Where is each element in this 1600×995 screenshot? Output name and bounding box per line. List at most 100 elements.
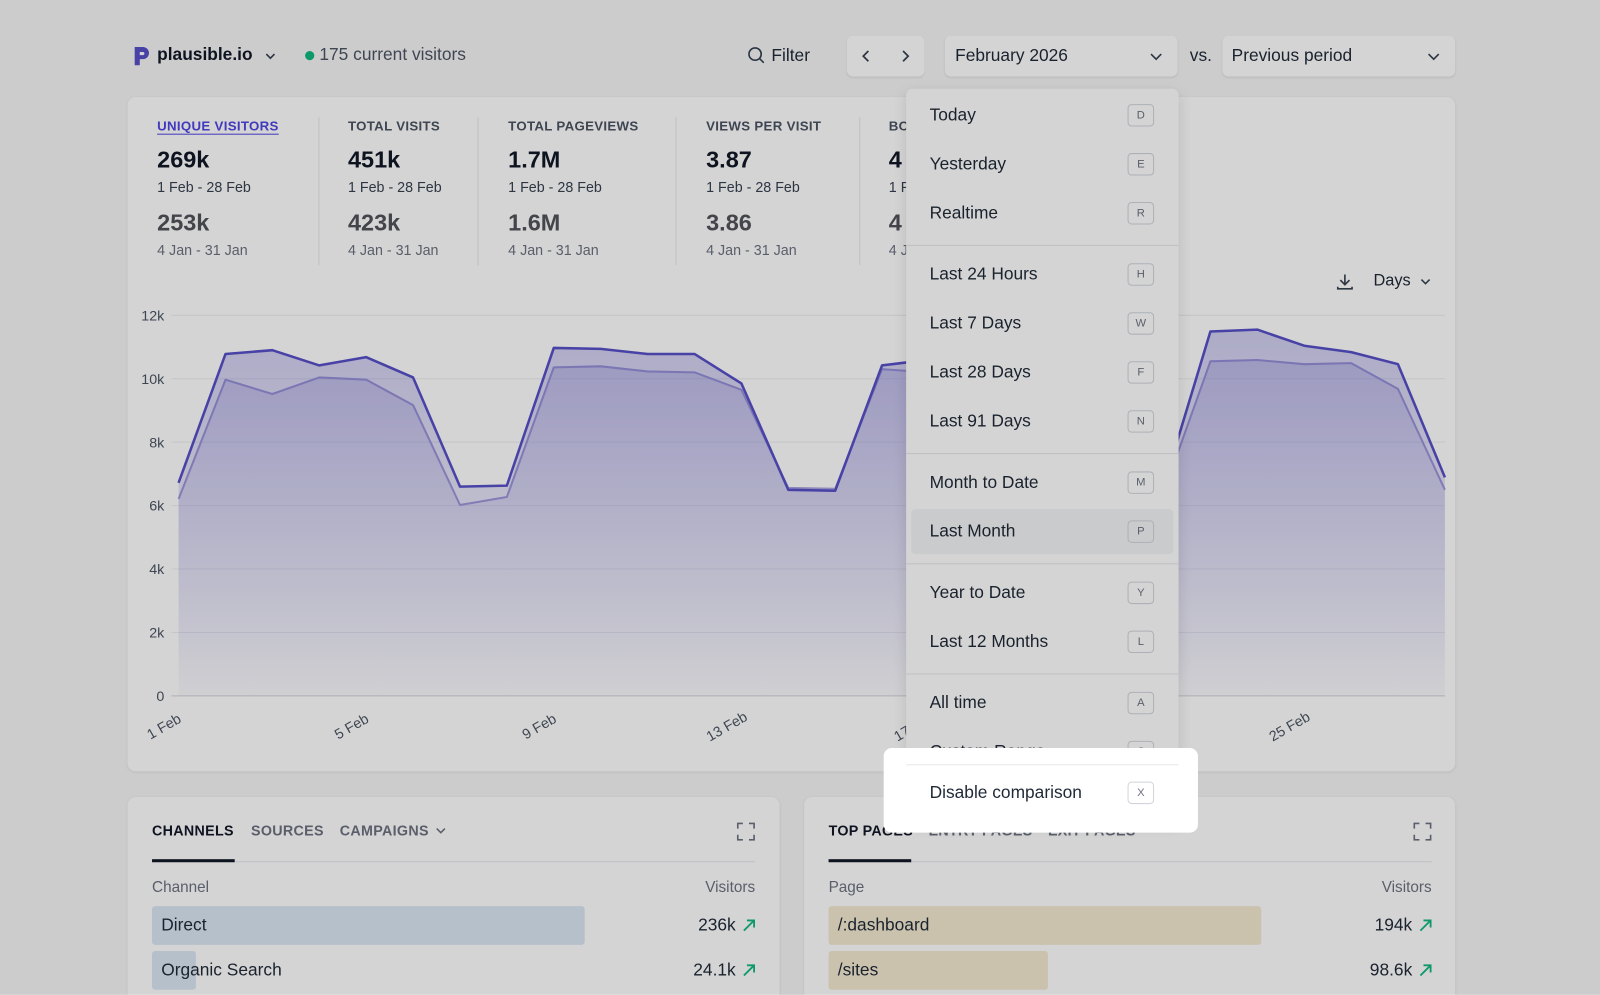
spotlight: Disable comparison X [883, 747, 1198, 833]
metric-previous-range: 4 Jan - 31 Jan [157, 241, 248, 259]
period-label: February 2026 [955, 45, 1068, 66]
trend-arrow [1419, 964, 1432, 977]
y-tick-label: 0 [156, 689, 164, 705]
shortcut-key: N [1127, 410, 1155, 433]
metric-previous-value: 253k [157, 209, 210, 236]
metric-previous-value: 3.86 [706, 209, 752, 236]
divider [675, 117, 677, 266]
metric-range: 1 F [888, 178, 910, 195]
metric-value: 3.87 [706, 145, 752, 173]
menu-item[interactable]: Month to Date M [906, 460, 1178, 505]
menu-item[interactable]: All time A [906, 681, 1178, 726]
menu-item[interactable]: Last Month P [911, 509, 1174, 555]
menu-item-label: All time [929, 692, 987, 713]
menu-item[interactable]: Realtime R [906, 191, 1178, 236]
metric-range: 1 Feb - 28 Feb [157, 178, 251, 195]
y-tick-label: 8k [149, 435, 165, 451]
chevron [436, 828, 446, 834]
tab[interactable]: CHANNELS [152, 822, 234, 839]
next-arrow[interactable] [898, 49, 912, 63]
row-value: 24.1k [693, 960, 736, 980]
separator [906, 244, 1179, 246]
metric-range: 1 Feb - 28 Feb [508, 178, 602, 195]
metric-label[interactable]: TOTAL VISITS [347, 118, 441, 134]
metric-header: Visitors [705, 878, 756, 896]
row-label[interactable]: /sites [837, 960, 879, 980]
metric-previous-range: 4 Jan - 31 Jan [508, 241, 599, 259]
y-tick-label: 6k [149, 499, 165, 515]
shortcut-key: F [1127, 361, 1155, 384]
row-label[interactable]: /:dashboard [837, 915, 930, 935]
interval-select[interactable]: Days [1373, 272, 1411, 290]
metric-label[interactable]: UNIQUE VISITORS [157, 118, 279, 134]
menu-item[interactable]: Last 24 Hours H [906, 252, 1178, 297]
metric-previous-value: 1.6M [508, 209, 561, 236]
metric-range: 1 Feb - 28 Feb [347, 178, 442, 195]
divider [318, 117, 320, 266]
chevron [265, 53, 276, 60]
tab[interactable]: CAMPAIGNS [339, 822, 429, 839]
metric-label[interactable]: BO [888, 118, 910, 134]
period-select[interactable]: February 2026 [944, 35, 1178, 77]
column-header: Channel [152, 878, 210, 896]
logo [134, 46, 149, 66]
expand-icon[interactable] [736, 822, 755, 841]
y-tick-label: 10k [141, 372, 165, 388]
period-menu: Today D Yesterday E Realtime R Last 24 Hours H L… [906, 88, 1179, 822]
menu-item-label: Last 28 Days [929, 362, 1031, 382]
row-bar [152, 906, 585, 945]
metric-label[interactable]: VIEWS PER VISIT [706, 118, 822, 134]
menu-item[interactable]: Year to Date Y [906, 570, 1178, 615]
period-nav [846, 35, 925, 77]
chevron [1427, 53, 1440, 61]
comparison-label: Previous period [1231, 45, 1353, 66]
menu-item-label: Month to Date [929, 472, 1039, 492]
row-value: 236k [698, 915, 736, 935]
row-bar [828, 906, 1262, 945]
shortcut-key: W [1127, 312, 1155, 335]
metric-range: 1 Feb - 28 Feb [706, 178, 800, 195]
menu-item-label: Realtime [929, 203, 999, 223]
row-label[interactable]: Organic Search [161, 960, 282, 980]
metric-header: Visitors [1381, 878, 1432, 896]
menu-item[interactable]: Today D [906, 93, 1178, 138]
y-tick-label: 2k [149, 626, 165, 642]
menu-item[interactable]: Last 28 Days F [906, 350, 1178, 395]
menu-item[interactable]: Last 12 Months L [906, 619, 1178, 664]
metric-value: 4 [888, 145, 902, 173]
metric-previous-range: 4 J [888, 241, 908, 259]
comparison-select[interactable]: Previous period [1222, 35, 1456, 77]
live-dot [305, 51, 315, 61]
prev-arrow[interactable] [859, 49, 873, 63]
menu-item[interactable]: Last 91 Days N [906, 399, 1178, 444]
download-icon[interactable] [1335, 271, 1355, 291]
metric-label[interactable]: TOTAL PAGEVIEWS [508, 118, 639, 134]
expand-icon[interactable] [1413, 822, 1432, 841]
separator [906, 764, 1179, 766]
menu-item[interactable]: Disable comparison X [906, 770, 1178, 815]
metric-value: 451k [347, 145, 401, 173]
site-name[interactable]: plausible.io [157, 44, 253, 65]
menu-item-label: Today [929, 105, 976, 125]
menu-item-label: Disable comparison [929, 782, 1082, 803]
menu-item-label: Last 7 Days [929, 313, 1022, 333]
divider [859, 117, 861, 266]
menu-item[interactable]: Yesterday E [906, 142, 1178, 187]
shortcut-key: H [1127, 263, 1155, 286]
metric-previous-value: 423k [347, 209, 401, 236]
trend-arrow [743, 964, 755, 977]
filter-button[interactable]: Filter [771, 45, 810, 66]
menu-item-label: Last 24 Hours [929, 264, 1038, 284]
y-tick-label: 4k [149, 562, 165, 578]
row-bar [152, 951, 197, 990]
row-label[interactable]: Direct [161, 915, 207, 935]
trend-arrow [1419, 919, 1432, 932]
channels-card [127, 796, 780, 995]
divider [477, 117, 479, 266]
menu-item[interactable]: Last 7 Days W [906, 301, 1178, 346]
row-value: 98.6k [1369, 960, 1413, 980]
current-visitors[interactable]: 175 current visitors [319, 44, 466, 65]
tab[interactable]: SOURCES [251, 822, 324, 839]
